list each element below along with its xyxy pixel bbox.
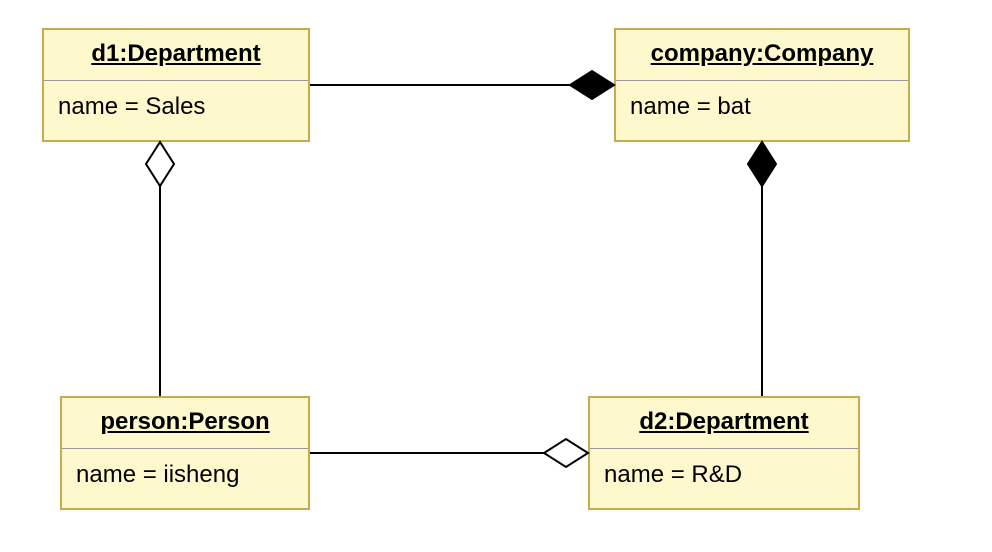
object-d2-department: d2:Department name = R&D — [588, 396, 860, 510]
object-attribute: name = iisheng — [62, 449, 308, 505]
object-title: person:Person — [62, 398, 308, 449]
object-person: person:Person name = iisheng — [60, 396, 310, 510]
object-attribute: name = R&D — [590, 449, 858, 505]
object-title: d1:Department — [44, 30, 308, 81]
object-attribute: name = bat — [616, 81, 908, 137]
object-title: company:Company — [616, 30, 908, 81]
object-d1-department: d1:Department name = Sales — [42, 28, 310, 142]
object-title: d2:Department — [590, 398, 858, 449]
object-company: company:Company name = bat — [614, 28, 910, 142]
object-attribute: name = Sales — [44, 81, 308, 137]
